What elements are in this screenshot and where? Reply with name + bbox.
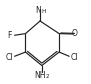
Text: Cl: Cl: [71, 53, 78, 62]
Text: O: O: [72, 29, 78, 38]
Text: NH: NH: [34, 71, 45, 80]
Text: 2: 2: [46, 74, 50, 79]
Text: N: N: [35, 6, 41, 15]
Text: H: H: [41, 9, 46, 14]
Text: F: F: [7, 31, 11, 40]
Text: Cl: Cl: [5, 53, 13, 62]
